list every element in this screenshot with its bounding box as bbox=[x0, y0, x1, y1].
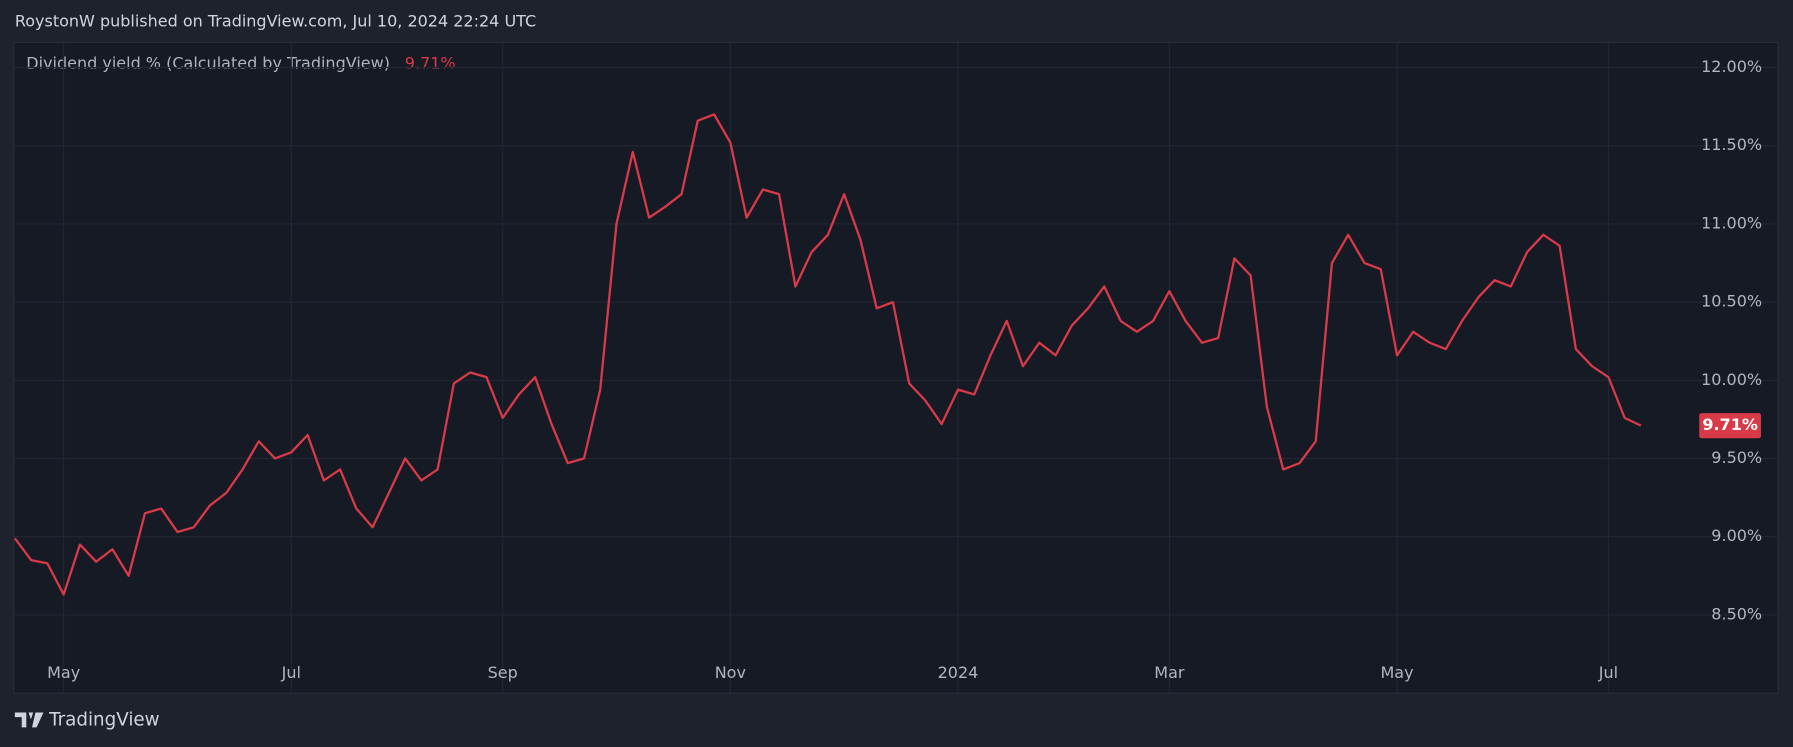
y-tick-label: 9.50% bbox=[1711, 448, 1762, 467]
line bbox=[13, 113, 1642, 596]
y-tick-label: 10.00% bbox=[1701, 370, 1762, 389]
x-tick-label: May bbox=[1380, 663, 1413, 682]
legend-label: Dividend yield % (Calculated by TradingV… bbox=[26, 54, 390, 73]
header: RoystonW published on TradingView.com, J… bbox=[15, 11, 536, 30]
logo bbox=[14, 712, 44, 728]
x-tick-label: Sep bbox=[488, 663, 518, 682]
y-tick-label: 9.00% bbox=[1711, 526, 1762, 545]
brand: TradingView bbox=[48, 710, 160, 731]
last-value-label: 9.71% bbox=[1702, 415, 1758, 434]
y-tick-label: 11.50% bbox=[1701, 135, 1762, 154]
x-tick-label: May bbox=[47, 663, 80, 682]
legend-value: 9.71% bbox=[405, 54, 456, 73]
y-tick-label: 11.00% bbox=[1701, 213, 1762, 232]
x-tick-label: Jul bbox=[281, 663, 301, 682]
y-tick-label: 8.50% bbox=[1711, 604, 1762, 623]
x-tick-label: Jul bbox=[1598, 663, 1618, 682]
last-value-badge bbox=[1699, 413, 1761, 439]
y-tick-label: 12.00% bbox=[1701, 57, 1762, 76]
x-tick-label: Mar bbox=[1154, 663, 1185, 682]
y-tick-label: 10.50% bbox=[1701, 292, 1762, 311]
x-tick-label: Nov bbox=[715, 663, 746, 682]
x-tick-label: 2024 bbox=[938, 663, 979, 682]
plot-area bbox=[13, 41, 1779, 694]
